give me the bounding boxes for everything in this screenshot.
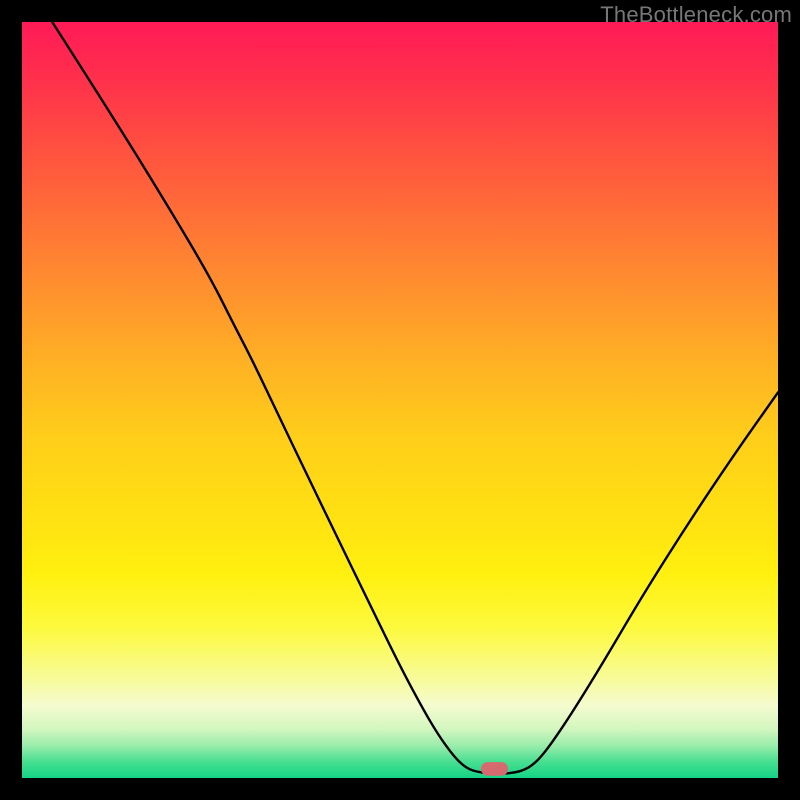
watermark-text: TheBottleneck.com: [600, 2, 792, 28]
plot-svg: [22, 22, 778, 778]
chart-root: TheBottleneck.com: [0, 0, 800, 800]
plot-area: [22, 22, 778, 778]
optimal-marker: [481, 762, 508, 776]
